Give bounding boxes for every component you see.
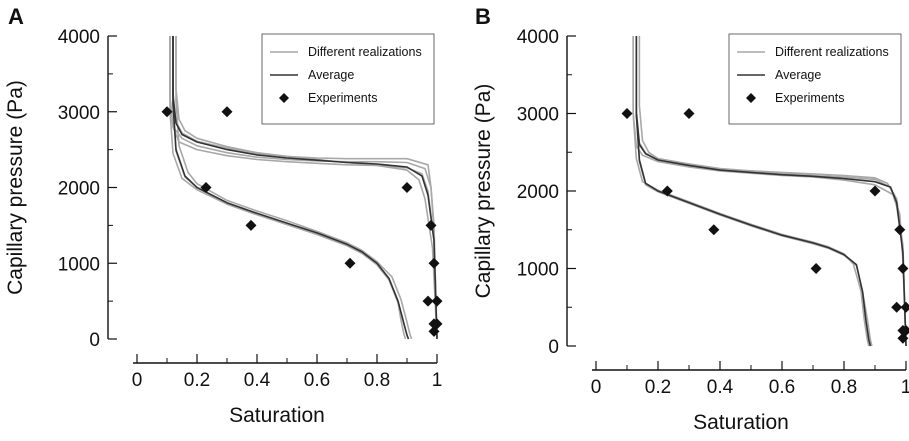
experiment-point — [431, 295, 443, 307]
panel-label: A — [8, 4, 24, 29]
legend-entry: Different realizations — [308, 45, 422, 59]
experiment-point — [401, 182, 413, 193]
x-tick-label: 0.4 — [707, 377, 734, 398]
legend-entry: Average — [308, 68, 354, 82]
experiment-point — [344, 257, 356, 269]
legend-swatch-experiments — [746, 93, 756, 103]
experiment-point — [683, 108, 695, 119]
x-tick-label: 0.2 — [184, 370, 210, 391]
x-tick-label: 0.8 — [831, 377, 857, 398]
realization-curve — [175, 36, 413, 340]
experiment-point — [621, 108, 633, 119]
average-curve — [172, 36, 410, 340]
experiment-point — [221, 106, 233, 118]
y-axis-label: Capillary pressure (Pa) — [4, 80, 27, 295]
legend-entry: Average — [775, 68, 821, 82]
experiment-point — [200, 182, 212, 193]
panel-label: B — [475, 4, 491, 29]
x-tick-label: 0.6 — [304, 370, 330, 391]
y-tick-label: 3000 — [517, 105, 559, 126]
experiment-point — [428, 325, 440, 337]
average-curve — [635, 36, 872, 347]
legend-box — [261, 33, 435, 125]
experiment-point — [897, 332, 909, 344]
panel-a: A 0 1000 2000 3000 4000 0 0.2 0.4 0.6 0.8 1 Saturati… — [4, 4, 443, 427]
y-tick-label: 0 — [548, 337, 559, 358]
realization-curve — [169, 36, 438, 340]
experiment-point — [161, 106, 173, 118]
experiment-point — [894, 224, 906, 236]
x-tick-label: 0 — [132, 370, 143, 391]
x-axis-label: Saturation — [229, 404, 325, 427]
experiment-point — [425, 219, 437, 231]
legend-swatch-experiments — [279, 93, 289, 103]
average-curve — [635, 36, 907, 347]
y-tick-label: 2000 — [517, 182, 559, 203]
legend: Different realizations Average Experiments — [261, 33, 435, 125]
experiment-point — [900, 325, 909, 336]
y-tick-label: 1000 — [517, 260, 559, 281]
y-tick-label: 2000 — [58, 179, 100, 200]
legend: Different realizations Average Experiments — [728, 33, 902, 125]
experiment-point — [869, 185, 881, 197]
legend-entry: Experiments — [308, 91, 377, 105]
x-tick-label: 0.2 — [645, 377, 671, 398]
y-tick-label: 0 — [89, 330, 100, 351]
x-tick-label: 0.4 — [244, 370, 271, 391]
experiment-point — [810, 263, 822, 274]
y-tick-label: 1000 — [58, 254, 100, 275]
x-tick-label: 1 — [901, 377, 909, 398]
y-tick-label: 3000 — [58, 103, 100, 124]
experiment-point — [428, 257, 440, 269]
experiment-point — [245, 219, 257, 231]
legend-entry: Experiments — [775, 91, 844, 105]
average-curve — [172, 36, 438, 340]
legend-entry: Different realizations — [775, 45, 889, 59]
x-tick-label: 1 — [432, 370, 443, 391]
y-tick-label: 4000 — [58, 27, 100, 48]
experiment-point — [422, 295, 434, 307]
x-tick-label: 0 — [591, 377, 602, 398]
experiment-point — [897, 263, 909, 274]
x-tick-label: 0.6 — [769, 377, 795, 398]
experiment-point — [661, 185, 673, 197]
legend-box — [728, 33, 902, 125]
experiment-point — [708, 224, 720, 236]
panel-b: B 0 1000 2000 3000 4000 0 0.2 0.4 0.6 0.8 1 Saturati… — [472, 4, 909, 434]
x-tick-label: 0.8 — [364, 370, 390, 391]
experiment-point — [891, 301, 903, 313]
x-axis-label: Saturation — [693, 411, 789, 434]
experiment-point — [900, 301, 909, 313]
y-axis-label: Capillary pressure (Pa) — [472, 84, 495, 299]
y-tick-label: 4000 — [517, 27, 559, 48]
